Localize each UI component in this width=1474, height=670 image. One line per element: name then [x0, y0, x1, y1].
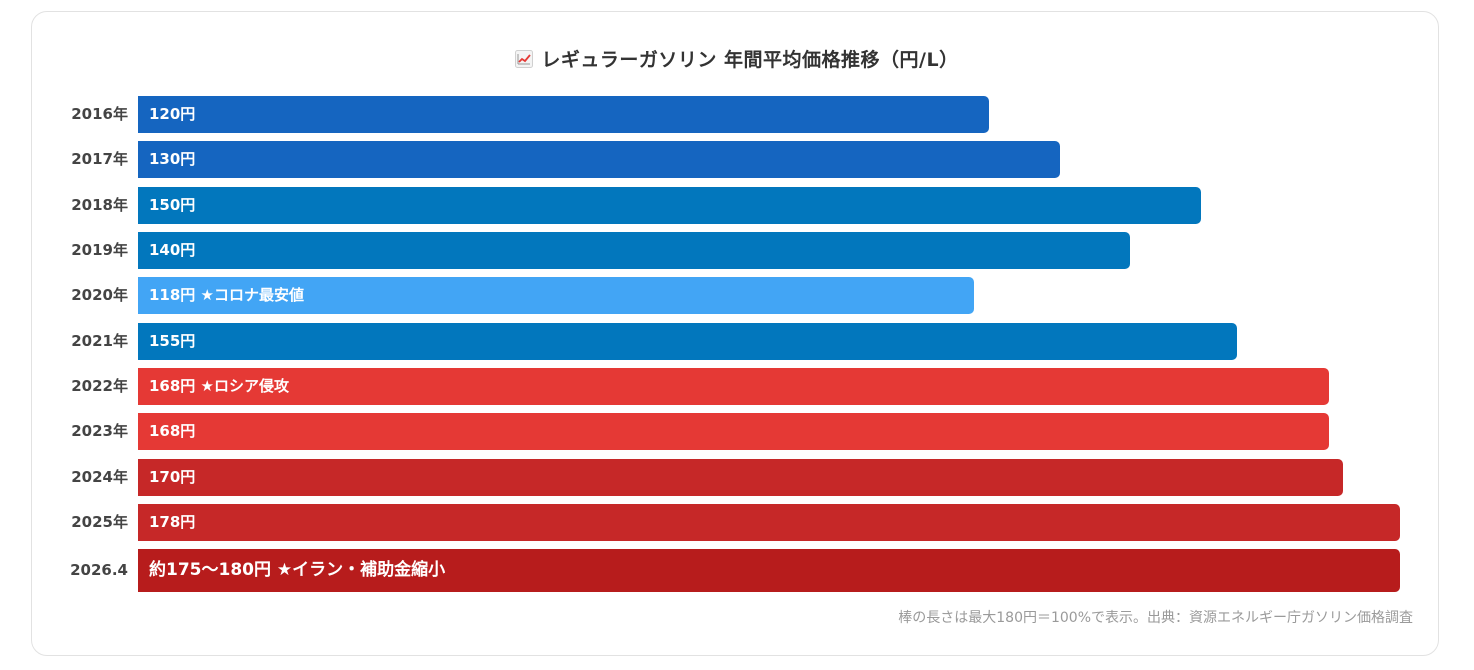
data-label: 約175〜180円 ★イラン・補助金縮小: [149, 560, 446, 580]
data-label: 120円: [149, 105, 196, 123]
bar: 155円: [138, 323, 1237, 360]
category-label: 2022年: [71, 377, 128, 395]
category-label: 2020年: [71, 286, 128, 304]
data-label: 118円 ★コロナ最安値: [149, 286, 304, 304]
data-label: 168円: [149, 422, 196, 440]
bar: 170円: [138, 459, 1344, 496]
category-label: 2026.4: [70, 561, 128, 579]
bar: 178円: [138, 504, 1400, 541]
bar: 130円: [138, 141, 1060, 178]
category-label: 2024年: [71, 468, 128, 486]
data-label: 155円: [149, 332, 196, 350]
chart-title-text: レギュラーガソリン 年間平均価格推移（円/L）: [541, 49, 959, 71]
data-label: 168円 ★ロシア侵攻: [149, 377, 289, 395]
chart-title: レギュラーガソリン 年間平均価格推移（円/L）: [0, 45, 1474, 72]
chart-increasing-icon: [515, 50, 534, 68]
category-label: 2017年: [71, 150, 128, 168]
category-label: 2023年: [71, 422, 128, 440]
bar: 約175〜180円 ★イラン・補助金縮小: [138, 549, 1400, 592]
bar: 120円: [138, 96, 989, 133]
category-label: 2021年: [71, 332, 128, 350]
bar: 140円: [138, 232, 1131, 269]
data-label: 178円: [149, 513, 196, 531]
category-label: 2025年: [71, 513, 128, 531]
bar: 150円: [138, 187, 1202, 224]
data-label: 170円: [149, 468, 196, 486]
bar: 118円 ★コロナ最安値: [138, 277, 975, 314]
data-label: 140円: [149, 241, 196, 259]
bar: 168円 ★ロシア侵攻: [138, 368, 1329, 405]
bar: 168円: [138, 413, 1329, 450]
category-label: 2019年: [71, 241, 128, 259]
chart-footnote: 棒の長さは最大180円＝100%で表示。出典：資源エネルギー庁ガソリン価格調査: [898, 610, 1413, 626]
data-label: 150円: [149, 196, 196, 214]
data-label: 130円: [149, 150, 196, 168]
category-label: 2018年: [71, 196, 128, 214]
category-label: 2016年: [71, 105, 128, 123]
